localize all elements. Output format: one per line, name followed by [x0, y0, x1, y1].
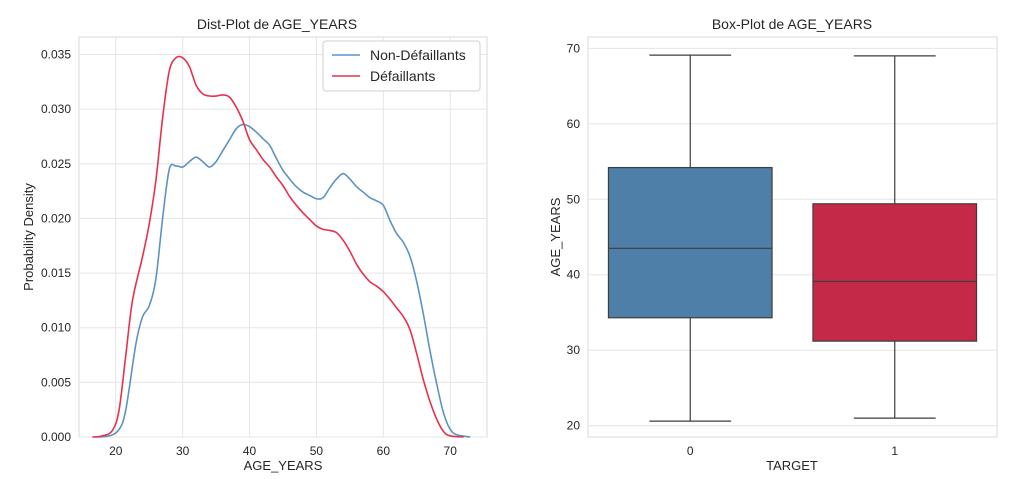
- dist-plot-area: [78, 36, 488, 438]
- dist-plot-x-ticks: 20 30 40 50 60 70: [109, 444, 457, 458]
- x-tick-label: 40: [243, 444, 257, 458]
- y-tick-label: 40: [567, 268, 581, 282]
- legend-label-non-defaillants: Non-Défaillants: [370, 47, 466, 63]
- series-line-non-defaillants: [95, 123, 471, 438]
- dist-plot-lines: [92, 55, 471, 438]
- legend-label-defaillants: Défaillants: [370, 68, 435, 84]
- y-tick-label: 0.010: [41, 321, 71, 335]
- x-tick-label: 1: [891, 444, 898, 458]
- box-plot-boxes: [607, 54, 978, 422]
- y-tick-label: 0.035: [41, 47, 71, 61]
- x-tick-label: 70: [444, 444, 458, 458]
- x-tick-label: 60: [377, 444, 391, 458]
- y-tick-label: 70: [567, 41, 581, 55]
- dist-plot-y-ticks: 0.000 0.005 0.010 0.015 0.020 0.025 0.030 0.035: [41, 47, 71, 444]
- box-0: [607, 54, 773, 422]
- y-tick-label: 60: [567, 117, 581, 131]
- box-body: [812, 203, 978, 342]
- box-plot-y-label: AGE_YEARS: [548, 197, 563, 276]
- x-tick-label: 30: [176, 444, 190, 458]
- dist-plot: Dist-Plot de AGE_YEARS 20 30 40 50 60 70 0.00…: [21, 16, 488, 473]
- y-tick-label: 20: [567, 419, 581, 433]
- x-tick-label: 20: [109, 444, 123, 458]
- y-tick-label: 0.030: [41, 102, 71, 116]
- x-tick-label: 50: [310, 444, 324, 458]
- x-tick-label: 0: [687, 444, 694, 458]
- y-tick-label: 0.025: [41, 157, 71, 171]
- dist-plot-title: Dist-Plot de AGE_YEARS: [197, 16, 357, 32]
- dist-plot-y-label: Probability Density: [21, 183, 36, 291]
- dist-plot-x-label: AGE_YEARS: [244, 458, 323, 473]
- box-plot-y-ticks: 20 30 40 50 60 70: [567, 41, 581, 432]
- box-body: [607, 166, 773, 319]
- box-1: [812, 55, 978, 419]
- y-tick-label: 30: [567, 343, 581, 357]
- y-tick-label: 0.005: [41, 375, 71, 389]
- legend-box: [322, 40, 481, 92]
- y-tick-label: 50: [567, 192, 581, 206]
- box-plot-title: Box-Plot de AGE_YEARS: [712, 16, 872, 32]
- y-tick-label: 0.015: [41, 266, 71, 280]
- series-line-defaillants: [92, 55, 464, 438]
- box-plot-x-label: TARGET: [766, 458, 818, 473]
- y-tick-label: 0.000: [41, 430, 71, 444]
- y-tick-label: 0.020: [41, 211, 71, 225]
- dist-plot-legend: Non-Défaillants Défaillants: [322, 40, 481, 92]
